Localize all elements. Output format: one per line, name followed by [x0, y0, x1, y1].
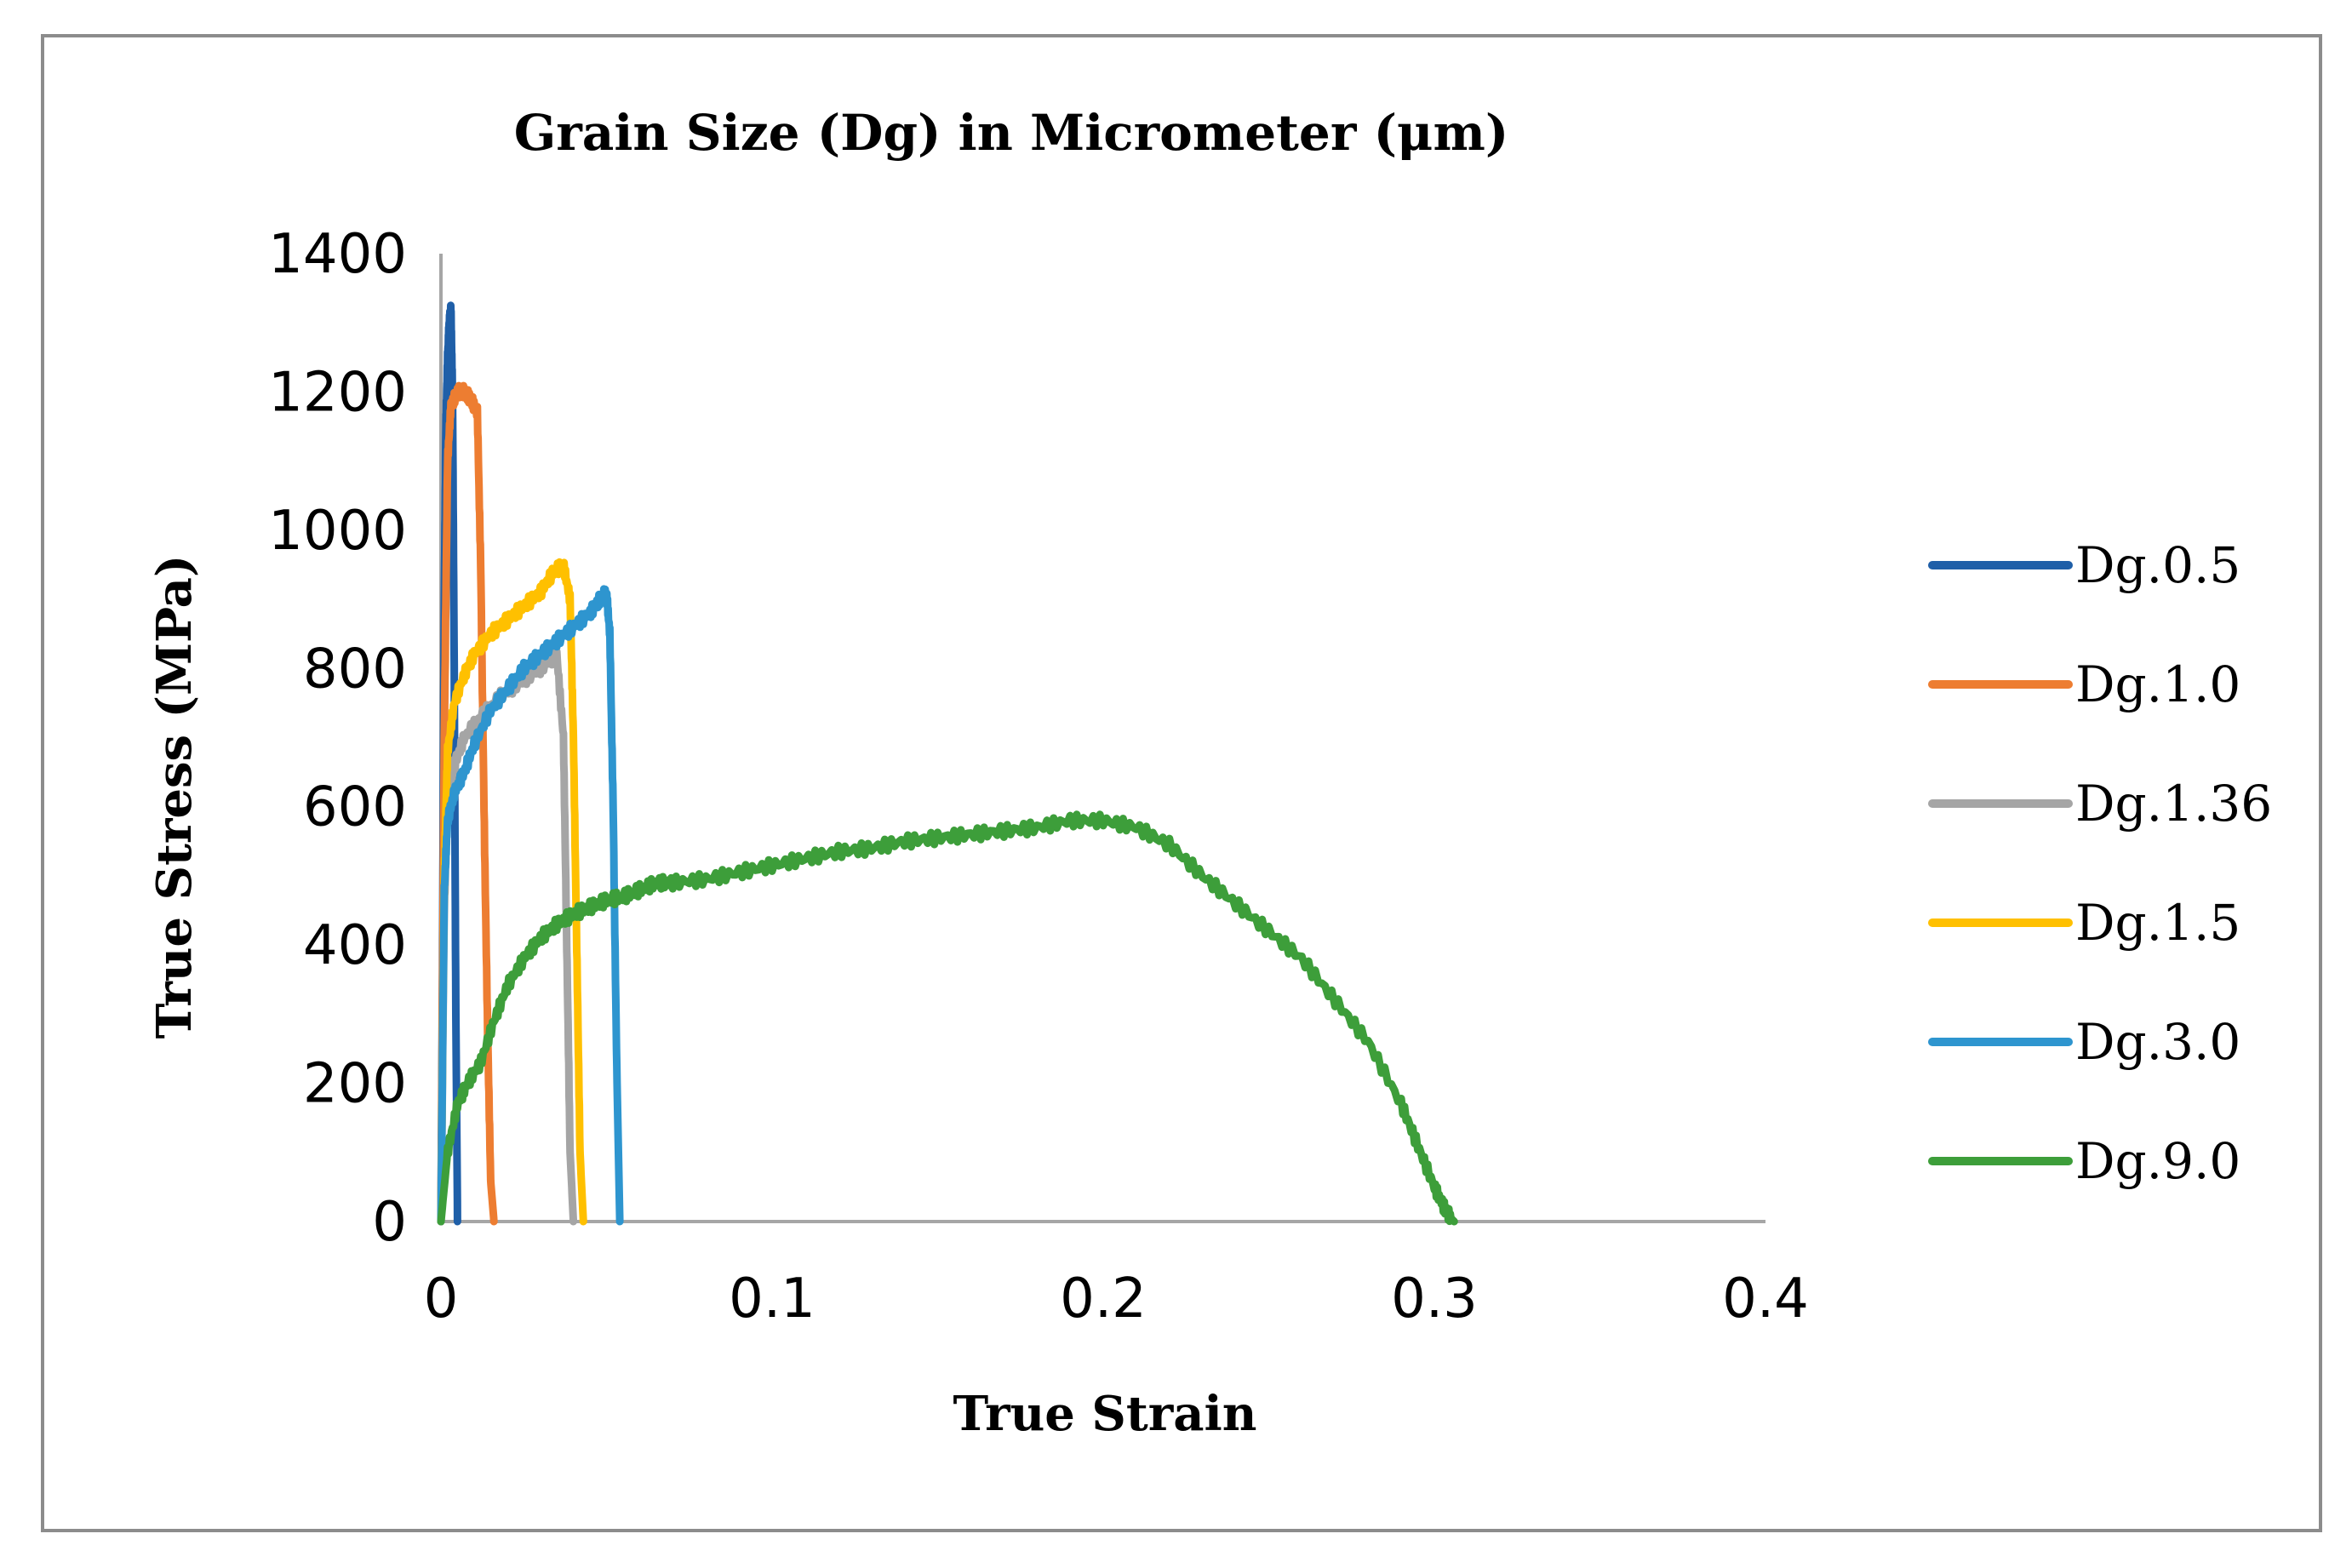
x-tick-label: 0.2 — [1060, 1268, 1147, 1331]
axes-layer: 0 200 400 600 800 1000 1200 1400 0 0.1 0.2 0.3 0.4 — [268, 223, 1809, 1331]
series-line-dg-1-36 — [437, 647, 578, 1226]
x-tick-label: 0.1 — [729, 1268, 815, 1331]
legend-label: Dg.1.5 — [2075, 894, 2240, 952]
series-layer — [437, 301, 1458, 1226]
y-tick-label: 1200 — [268, 361, 407, 424]
y-tick-label: 0 — [372, 1191, 407, 1254]
legend-label: Dg.1.36 — [2075, 775, 2272, 833]
series-line-dg-1-5 — [437, 558, 587, 1226]
x-tick-label: 0.4 — [1722, 1268, 1809, 1331]
legend-label: Dg.1.0 — [2075, 655, 2240, 713]
y-tick-label: 600 — [303, 776, 407, 839]
x-axis-label: True Strain — [953, 1386, 1256, 1442]
legend-label: Dg.9.0 — [2075, 1132, 2240, 1190]
legend-label: Dg.0.5 — [2075, 536, 2240, 594]
y-tick-label: 200 — [303, 1053, 407, 1116]
chart-frame: Grain Size (Dg) in Micrometer (μm) True … — [41, 34, 2322, 1532]
legend: Dg.0.5 Dg.1.0 Dg.1.36 Dg.1.5 Dg.3.0 Dg.9.0 — [1928, 536, 2272, 1190]
x-tick-label: 0.3 — [1391, 1268, 1478, 1331]
series-line-dg-3-0 — [437, 585, 624, 1226]
x-tick-label: 0 — [424, 1268, 459, 1331]
y-tick-label: 400 — [303, 914, 407, 977]
legend-label: Dg.3.0 — [2075, 1013, 2240, 1071]
chart-svg: Grain Size (Dg) in Micrometer (μm) True … — [146, 104, 2272, 1442]
y-tick-label: 1000 — [268, 500, 407, 563]
chart-title: Grain Size (Dg) in Micrometer (μm) — [514, 104, 1509, 162]
y-axis-label: True Stress (MPa) — [146, 555, 203, 1039]
y-tick-label: 800 — [303, 638, 407, 701]
series-line-dg-9-0 — [437, 810, 1458, 1226]
y-tick-label: 1400 — [268, 223, 407, 286]
series-line-dg-1-0 — [437, 381, 498, 1226]
